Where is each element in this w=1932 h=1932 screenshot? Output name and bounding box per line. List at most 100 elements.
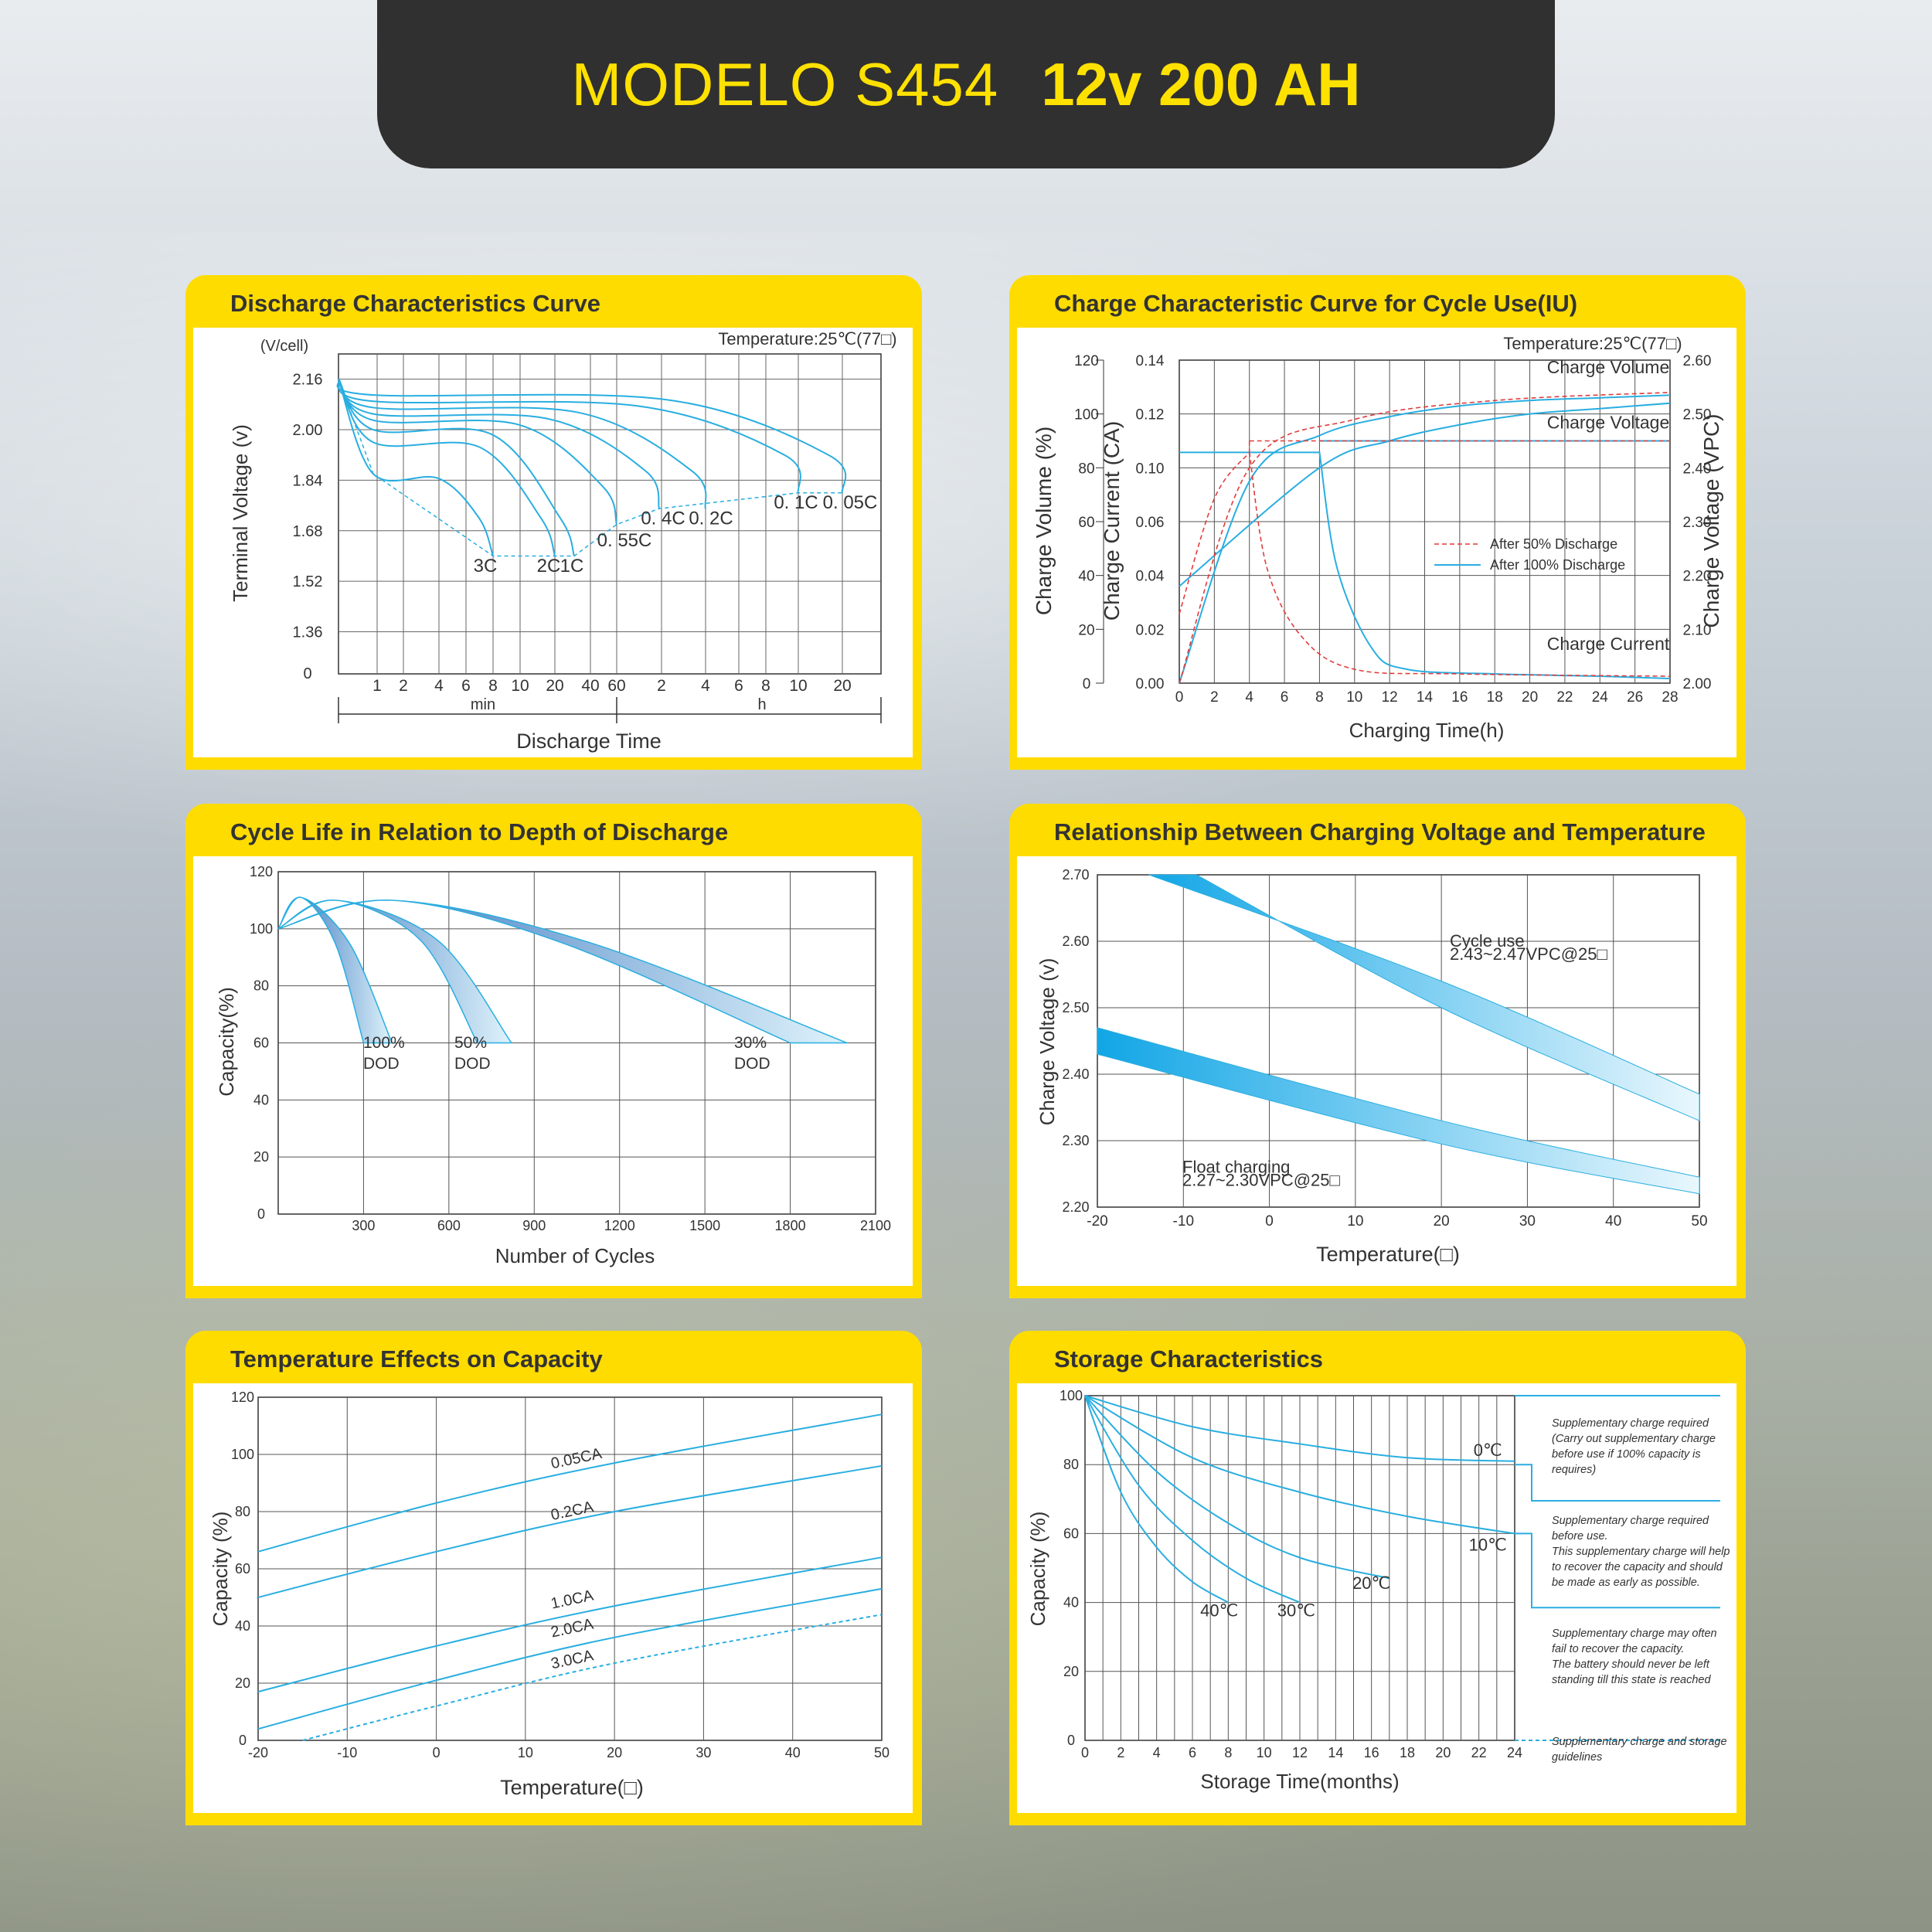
y-tick-label: 2.20 [1062,1199,1089,1215]
note-line: to recover the capacity and should [1552,1561,1723,1573]
x-tick-label: 30 [1519,1213,1536,1230]
dod-label: DOD [734,1055,770,1073]
x-tick-label: 14 [1417,689,1434,706]
note-line: Supplementary charge may often [1552,1628,1717,1640]
x-axis-label: Charging Time(h) [1349,719,1505,742]
curve-02CA [257,1464,883,1598]
chart-area: 0 2 4 6 8 10 12 14 16 18 20 22 24 26 28 120 100 80 60 40 20 0… [1017,328,1736,757]
header-banner: MODELO S454 12v 200 AH [377,0,1555,168]
series-label-voltage: Charge Voltage [1547,413,1670,433]
volume-tick: 40 [1078,569,1094,585]
curve-label: 0℃ [1474,1440,1502,1460]
x-tick-label: 40 [581,677,599,695]
panel-cycle-life: Cycle Life in Relation to Depth of Disch… [185,804,922,1298]
float-label: Float charging [1182,1157,1290,1176]
y-tick-label: 1.68 [293,523,323,540]
y-tick-label: 0 [239,1733,247,1748]
curve-3C [338,379,494,556]
model-title: MODELO S454 [571,50,999,118]
curve-label: 0.05CA [549,1445,604,1473]
x-tick-label: -10 [337,1745,357,1760]
x-axis-label: Storage Time(months) [1200,1770,1399,1793]
chart-area: 2.16 2.00 1.84 1.68 1.52 1.36 0 (V/cell) Tempera… [193,328,913,757]
x-tick-label: 22 [1471,1745,1487,1760]
x-tick-label: 4 [434,677,444,695]
x-tick-label: 20 [1435,1745,1451,1760]
chart-area: 100 80 60 40 20 0 0 2 4 6 8 10 12 14 16 18 20 22 24 Capacit… [1017,1383,1736,1813]
x-tick-label: 14 [1328,1745,1343,1760]
x-tick-label: 16 [1364,1745,1379,1760]
y-tick-label: 80 [1063,1457,1079,1472]
x-tick-label: 12 [1292,1745,1308,1760]
x-tick-label: 4 [1245,689,1253,706]
volume-tick: 20 [1078,622,1094,638]
y-tick-label: 20 [235,1675,250,1691]
volume-tick: 100 [1074,407,1099,423]
x-tick-label: 900 [522,1218,546,1233]
note-line: guidelines [1552,1751,1602,1764]
panel-title: Temperature Effects on Capacity [230,1345,603,1372]
y-tick-label: 0 [257,1206,265,1222]
x-tick-label: 600 [437,1218,461,1233]
charge-volume-100 [1179,394,1671,684]
y-tick-label: 60 [253,1036,269,1051]
x-tick-label: 8 [1315,689,1324,706]
x-tick-label: 16 [1451,689,1468,706]
note-line: before use if 100% capacity is [1552,1448,1701,1461]
legend-label-100: After 100% Discharge [1490,557,1625,573]
dod-label: DOD [454,1055,491,1073]
note-line: This supplementary charge will help [1552,1546,1730,1558]
curve-label: 1.0CA [549,1587,596,1612]
note-line: Supplementary charge required [1552,1417,1709,1430]
curve-30c [1084,1395,1301,1604]
x-tick-label: 4 [701,677,710,695]
y-axis-label: Charge Voltage (v) [1036,958,1059,1126]
curve-label: 0. 2C [689,509,733,529]
chart-area: 120 100 80 60 40 20 0 -20 -10 0 10 20 30 40 50 Capacity… [193,1383,913,1813]
panel-title: Relationship Between Charging Voltage an… [1054,818,1706,845]
y-tick-label: 100 [1060,1388,1083,1403]
note-line: before use. [1552,1530,1608,1543]
y-tick-label: 2.16 [293,372,323,389]
x-tick-label: 50 [1691,1213,1707,1230]
curve-label: 3C [474,556,498,577]
discharge-chart: 2.16 2.00 1.84 1.68 1.52 1.36 0 (V/cell) Tempera… [229,329,897,753]
panel-discharge: Discharge Characteristics Curve 2.16 2.00… [185,275,922,770]
x-tick-label: 10 [1347,1213,1363,1230]
temperature-label: Temperature:25℃(77□) [1503,334,1682,353]
x-tick-label: 10 [518,1745,533,1760]
x-tick-label: 18 [1400,1745,1415,1760]
x-tick-label: 0 [433,1745,440,1760]
curve-2C [338,379,556,556]
curve-label: 30℃ [1277,1600,1315,1620]
y-tick-label: 2.50 [1062,1000,1089,1015]
panel-voltage-temperature: Relationship Between Charging Voltage an… [1009,804,1746,1298]
y-tick-label: 1.36 [293,624,323,641]
x-tick-label: 2 [1210,689,1219,706]
x-tick-label: -20 [1087,1213,1107,1230]
x-tick-label: 1200 [604,1218,635,1233]
y-tick-label: 0 [303,665,311,682]
voltage-temperature-chart: 2.70 2.60 2.50 2.40 2.30 2.20-20 -10 0 10 20 30 40 5… [1036,867,1708,1266]
x-tick-label: 0 [1175,689,1184,706]
float-band [1097,1027,1700,1195]
temperature-label: Temperature:25℃(77□) [718,329,896,349]
y-tick-label: 2.70 [1062,867,1089,883]
panel-title: Charge Characteristic Curve for Cycle Us… [1054,290,1578,317]
x-axis-label: Temperature(□) [1316,1243,1460,1266]
volume-tick: 0 [1083,676,1091,692]
curve-label: 40℃ [1200,1600,1238,1620]
note-line: Supplementary charge and storage [1552,1736,1727,1748]
curve-label: 2.0CA [549,1615,596,1641]
y-tick-label: 60 [1063,1526,1079,1541]
x-tick-label: 2 [399,677,408,695]
y-tick-label: 2.00 [293,422,323,439]
y-tick-label: 100 [250,921,273,937]
curve-label: 1C [560,556,584,577]
cycle-use-label: Cycle use [1450,931,1525,951]
y-tick-label: 40 [1063,1595,1079,1611]
x-tick-label: 24 [1507,1745,1522,1760]
note-line: requires) [1552,1464,1596,1476]
x-tick-label: 6 [461,677,471,695]
